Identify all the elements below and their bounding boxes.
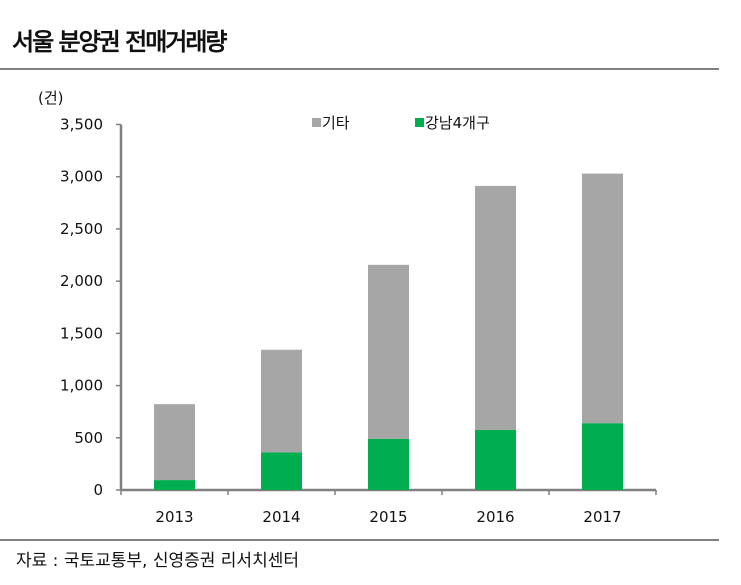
x-tick-label: 2015: [369, 508, 407, 526]
bar-gangnam-2016: [475, 429, 516, 490]
bar-gangnam-2013: [154, 480, 195, 490]
bar-gangnam-2017: [582, 423, 623, 490]
bar-other-2015: [368, 264, 409, 439]
x-tick-label: 2017: [583, 508, 621, 526]
bar-other-2013: [154, 404, 195, 481]
y-axis-unit: (건): [38, 89, 64, 107]
bar-other-2017: [582, 173, 623, 424]
y-tick-label: 2,500: [60, 220, 103, 238]
legend-swatch-gangnam: [415, 118, 424, 127]
legend-label: 강남4개구: [425, 114, 490, 132]
bar-gangnam-2014: [261, 452, 302, 490]
y-tick-label: 500: [74, 429, 103, 447]
title-divider: [0, 68, 719, 70]
stacked-bar-chart: 0 500 1,000 1,500 2,000 2,500 3,000 3,500 (건) 201…: [38, 89, 657, 526]
y-tick-label: 1,500: [60, 324, 103, 342]
x-tick-label: 2016: [476, 508, 514, 526]
y-tick-label: 3,000: [60, 168, 103, 186]
source-note: 자료 : 국토교통부, 신영증권 리서치센터: [16, 551, 299, 571]
x-tick-label: 2014: [262, 508, 300, 526]
bar-other-2014: [261, 349, 302, 453]
source-divider: [0, 539, 719, 541]
bar-gangnam-2015: [368, 438, 409, 490]
chart-title: 서울 분양권 전매거래량: [12, 28, 228, 56]
legend-label: 기타: [322, 114, 350, 132]
y-tick-label: 3,500: [60, 116, 103, 134]
y-tick-label: 2,000: [60, 272, 103, 290]
bar-other-2016: [475, 185, 516, 430]
x-tick-label: 2013: [155, 508, 193, 526]
legend-swatch-other: [312, 118, 321, 127]
y-tick-label: 1,000: [60, 377, 103, 395]
y-tick-label: 0: [93, 481, 103, 499]
